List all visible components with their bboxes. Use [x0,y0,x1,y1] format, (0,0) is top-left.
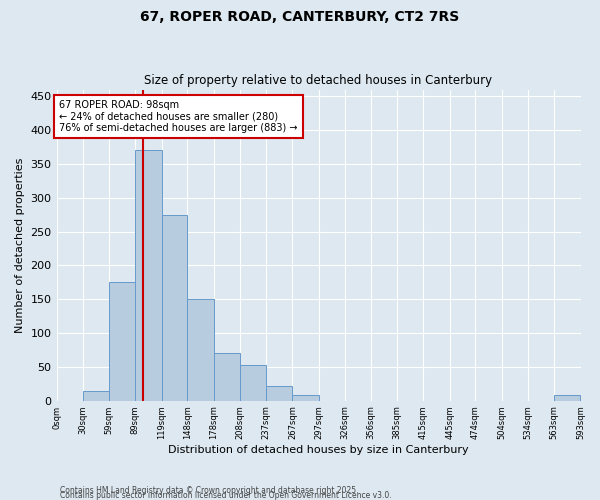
Bar [554,396,580,400]
Text: Contains HM Land Registry data © Crown copyright and database right 2025.: Contains HM Land Registry data © Crown c… [60,486,359,495]
Text: Contains public sector information licensed under the Open Government Licence v3: Contains public sector information licen… [60,491,392,500]
Bar [161,214,187,400]
Bar [292,396,319,400]
Bar [109,282,135,401]
Bar [135,150,161,400]
Bar [266,386,292,400]
X-axis label: Distribution of detached houses by size in Canterbury: Distribution of detached houses by size … [168,445,469,455]
Text: 67, ROPER ROAD, CANTERBURY, CT2 7RS: 67, ROPER ROAD, CANTERBURY, CT2 7RS [140,10,460,24]
Text: 67 ROPER ROAD: 98sqm
← 24% of detached houses are smaller (280)
76% of semi-deta: 67 ROPER ROAD: 98sqm ← 24% of detached h… [59,100,298,133]
Y-axis label: Number of detached properties: Number of detached properties [15,158,25,333]
Bar [83,390,109,400]
Bar [241,365,266,400]
Bar [214,354,241,401]
Bar [187,299,214,400]
Title: Size of property relative to detached houses in Canterbury: Size of property relative to detached ho… [145,74,493,87]
